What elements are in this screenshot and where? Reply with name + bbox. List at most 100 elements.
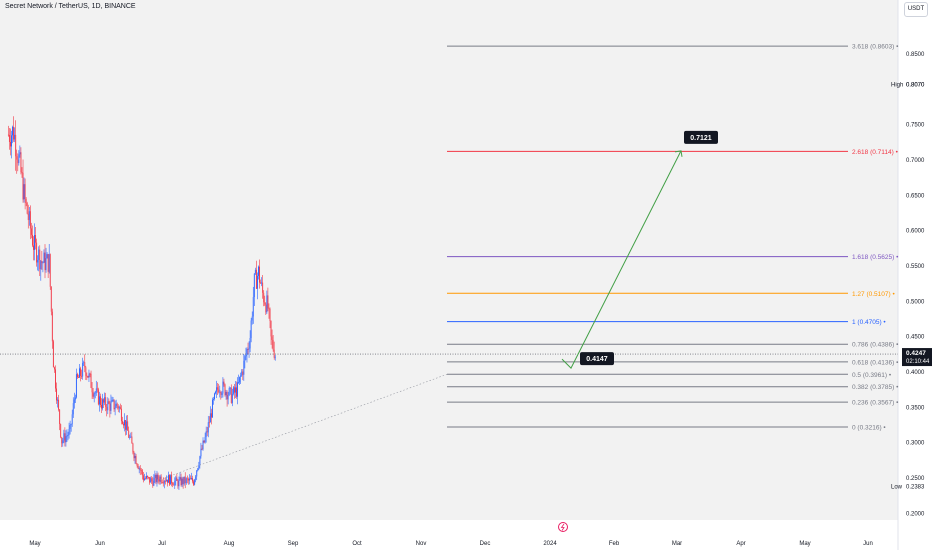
candle-body bbox=[114, 407, 116, 410]
candle-body bbox=[273, 349, 275, 358]
candle-body bbox=[256, 275, 258, 289]
projection-path bbox=[561, 150, 682, 369]
candle-body bbox=[226, 391, 228, 400]
candle-body bbox=[81, 375, 83, 377]
candle-body bbox=[62, 440, 64, 444]
candle-body bbox=[237, 382, 239, 397]
candle-body bbox=[93, 393, 95, 397]
candle-body bbox=[8, 134, 10, 142]
x-tick-label: Feb bbox=[609, 541, 620, 547]
annotation-box bbox=[580, 352, 614, 366]
candle-body bbox=[23, 184, 25, 200]
fib-label: 1 (0.4705) • bbox=[852, 319, 886, 326]
candle-body bbox=[215, 391, 217, 394]
price-axis bbox=[898, 0, 932, 550]
candle-body bbox=[33, 245, 34, 250]
candle-body bbox=[214, 393, 215, 400]
candle-body bbox=[248, 348, 250, 350]
candle-body bbox=[210, 413, 212, 418]
candle-body bbox=[149, 477, 151, 483]
candle-body bbox=[263, 292, 265, 303]
candle-body bbox=[162, 482, 164, 484]
candle-body bbox=[139, 467, 141, 471]
candle-body bbox=[82, 362, 84, 377]
candle-body bbox=[101, 404, 102, 409]
candle-body bbox=[207, 422, 209, 433]
candle-body bbox=[254, 269, 256, 274]
x-tick-label: Jun bbox=[95, 541, 105, 547]
chart-title: Secret Network / TetherUS, 1D, BINANCE bbox=[5, 3, 136, 10]
x-tick-label: Apr bbox=[736, 541, 745, 547]
candle-body bbox=[84, 362, 86, 368]
candle-body bbox=[117, 406, 119, 409]
candle-body bbox=[85, 367, 87, 376]
candle-body bbox=[43, 252, 45, 263]
candle-body bbox=[244, 356, 246, 361]
y-tick-label: 0.6000 bbox=[906, 229, 925, 235]
candle-body bbox=[15, 134, 17, 157]
y-tick-label: 0.4000 bbox=[906, 370, 925, 376]
candle-body bbox=[195, 476, 197, 480]
candle-body bbox=[68, 428, 70, 436]
candle-body bbox=[233, 387, 235, 393]
candle-body bbox=[219, 392, 221, 393]
candle-body bbox=[177, 480, 179, 487]
candle-body bbox=[27, 213, 29, 221]
candle-body bbox=[192, 478, 194, 482]
candle-body bbox=[76, 374, 78, 378]
x-tick-label: Oct bbox=[352, 541, 362, 547]
candle-body bbox=[125, 420, 127, 430]
arrow-head bbox=[674, 150, 683, 157]
candle-body bbox=[201, 448, 203, 450]
candle-body bbox=[50, 286, 52, 312]
candle-body bbox=[252, 297, 254, 317]
candle-body bbox=[24, 184, 26, 200]
candle-body bbox=[243, 360, 245, 375]
candle-body bbox=[171, 474, 173, 484]
candle-body bbox=[225, 391, 227, 396]
candle-body bbox=[249, 338, 251, 349]
projection-arrow bbox=[561, 150, 683, 369]
candle-body bbox=[11, 135, 12, 147]
y-axis-high-value: 0.8070 bbox=[906, 82, 925, 88]
candle-body bbox=[103, 399, 105, 403]
fib-label: 0.786 (0.4386) • bbox=[852, 342, 899, 349]
candle-body bbox=[73, 399, 75, 404]
candle-body bbox=[60, 424, 62, 438]
candle-body bbox=[145, 478, 146, 480]
candle-body bbox=[204, 436, 206, 443]
candle-body bbox=[55, 369, 56, 389]
candle-body bbox=[72, 403, 74, 415]
candle-body bbox=[120, 408, 122, 422]
annotation-label: 0.7121 bbox=[690, 135, 712, 142]
candle-body bbox=[163, 480, 165, 484]
fib-label: 1.618 (0.5625) • bbox=[852, 254, 899, 261]
candle-body bbox=[253, 273, 255, 298]
countdown-value: 02:10:44 bbox=[906, 359, 930, 365]
candle-body bbox=[128, 430, 130, 438]
candle-body bbox=[143, 478, 145, 481]
candle-body bbox=[7, 134, 9, 136]
currency-button[interactable]: USDT bbox=[904, 2, 928, 17]
candle-body bbox=[151, 478, 153, 482]
y-tick-label: 0.6500 bbox=[906, 193, 925, 199]
candle-body bbox=[21, 172, 23, 173]
candle-body bbox=[98, 396, 100, 405]
candle-body bbox=[217, 387, 219, 390]
y-tick-label: 0.5000 bbox=[906, 299, 925, 305]
candle-body bbox=[208, 422, 210, 424]
x-tick-label: Jul bbox=[158, 541, 166, 547]
candle-body bbox=[132, 443, 134, 453]
candle-body bbox=[137, 465, 139, 469]
y-tick-label: 0.7500 bbox=[906, 123, 925, 129]
candle-body bbox=[47, 254, 49, 272]
candle-body bbox=[176, 477, 178, 481]
candle-body bbox=[156, 474, 158, 483]
candle-body bbox=[134, 455, 136, 459]
candle-body bbox=[221, 393, 223, 395]
candle-body bbox=[94, 392, 96, 394]
candle-body bbox=[56, 388, 57, 401]
candle-body bbox=[40, 261, 42, 270]
candle-body bbox=[175, 477, 177, 481]
